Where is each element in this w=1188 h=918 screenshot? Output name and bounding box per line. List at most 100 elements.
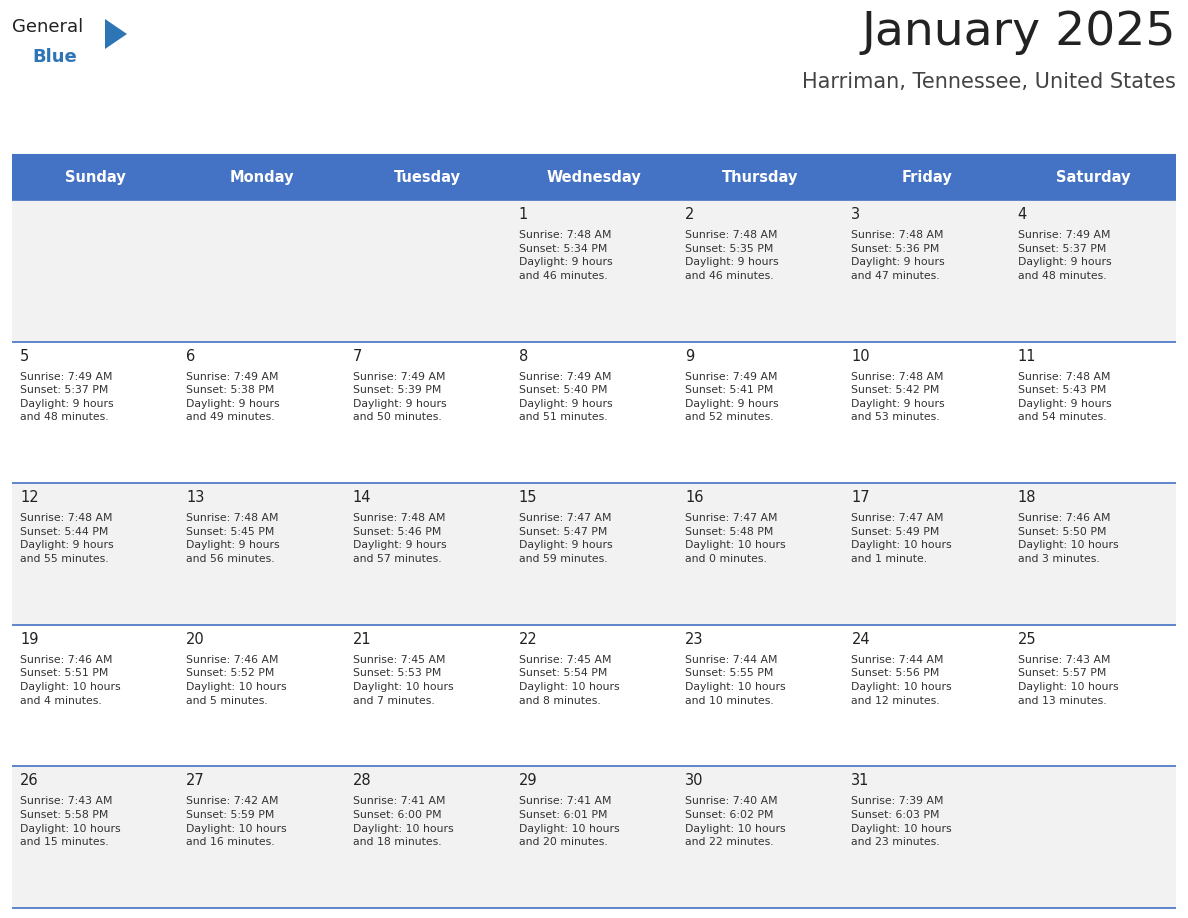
Bar [345,767,511,908]
Bar [1010,341,1176,483]
Text: Sunrise: 7:46 AM
Sunset: 5:50 PM
Daylight: 10 hours
and 3 minutes.: Sunrise: 7:46 AM Sunset: 5:50 PM Dayligh… [1018,513,1118,564]
Text: 14: 14 [353,490,371,505]
Text: Sunrise: 7:44 AM
Sunset: 5:56 PM
Daylight: 10 hours
and 12 minutes.: Sunrise: 7:44 AM Sunset: 5:56 PM Dayligh… [852,655,952,706]
Text: 19: 19 [20,632,38,647]
Text: Sunrise: 7:48 AM
Sunset: 5:35 PM
Daylight: 9 hours
and 46 minutes.: Sunrise: 7:48 AM Sunset: 5:35 PM Dayligh… [685,230,779,281]
Text: Thursday: Thursday [722,170,798,185]
Text: Sunrise: 7:49 AM
Sunset: 5:41 PM
Daylight: 9 hours
and 52 minutes.: Sunrise: 7:49 AM Sunset: 5:41 PM Dayligh… [685,372,779,422]
Text: Sunrise: 7:49 AM
Sunset: 5:39 PM
Daylight: 9 hours
and 50 minutes.: Sunrise: 7:49 AM Sunset: 5:39 PM Dayligh… [353,372,447,422]
Text: 23: 23 [685,632,703,647]
Bar [345,625,511,767]
Text: 10: 10 [852,349,870,364]
Text: Sunrise: 7:48 AM
Sunset: 5:43 PM
Daylight: 9 hours
and 54 minutes.: Sunrise: 7:48 AM Sunset: 5:43 PM Dayligh… [1018,372,1111,422]
Bar [843,341,1010,483]
Text: Sunrise: 7:49 AM
Sunset: 5:38 PM
Daylight: 9 hours
and 49 minutes.: Sunrise: 7:49 AM Sunset: 5:38 PM Dayligh… [187,372,280,422]
Bar [178,155,345,200]
Bar [511,625,677,767]
Text: Sunrise: 7:49 AM
Sunset: 5:40 PM
Daylight: 9 hours
and 51 minutes.: Sunrise: 7:49 AM Sunset: 5:40 PM Dayligh… [519,372,613,422]
Bar [1010,625,1176,767]
Bar [677,200,843,341]
Bar [843,155,1010,200]
Text: Sunday: Sunday [65,170,126,185]
Bar [345,341,511,483]
Text: Sunrise: 7:42 AM
Sunset: 5:59 PM
Daylight: 10 hours
and 16 minutes.: Sunrise: 7:42 AM Sunset: 5:59 PM Dayligh… [187,797,287,847]
Text: 6: 6 [187,349,196,364]
Bar [178,767,345,908]
Text: 1: 1 [519,207,529,222]
Bar [12,625,178,767]
Bar [345,483,511,625]
Text: 3: 3 [852,207,860,222]
Text: 4: 4 [1018,207,1026,222]
Bar [12,483,178,625]
Text: 8: 8 [519,349,529,364]
Bar [345,155,511,200]
Bar [677,483,843,625]
Bar [677,155,843,200]
Text: 17: 17 [852,490,870,505]
Text: Sunrise: 7:48 AM
Sunset: 5:42 PM
Daylight: 9 hours
and 53 minutes.: Sunrise: 7:48 AM Sunset: 5:42 PM Dayligh… [852,372,944,422]
Text: 24: 24 [852,632,870,647]
Bar [843,483,1010,625]
Text: 20: 20 [187,632,206,647]
Text: 28: 28 [353,773,371,789]
Bar [677,625,843,767]
Text: 15: 15 [519,490,537,505]
Bar [178,483,345,625]
Text: Blue: Blue [32,48,77,66]
Text: Sunrise: 7:45 AM
Sunset: 5:54 PM
Daylight: 10 hours
and 8 minutes.: Sunrise: 7:45 AM Sunset: 5:54 PM Dayligh… [519,655,619,706]
Bar [1010,200,1176,341]
Text: 25: 25 [1018,632,1036,647]
Bar [511,341,677,483]
Text: 13: 13 [187,490,204,505]
Text: 9: 9 [685,349,695,364]
Text: 22: 22 [519,632,538,647]
Text: Sunrise: 7:48 AM
Sunset: 5:44 PM
Daylight: 9 hours
and 55 minutes.: Sunrise: 7:48 AM Sunset: 5:44 PM Dayligh… [20,513,114,564]
Bar [511,200,677,341]
Text: January 2025: January 2025 [861,10,1176,55]
Text: 11: 11 [1018,349,1036,364]
Text: Sunrise: 7:44 AM
Sunset: 5:55 PM
Daylight: 10 hours
and 10 minutes.: Sunrise: 7:44 AM Sunset: 5:55 PM Dayligh… [685,655,785,706]
Text: 16: 16 [685,490,703,505]
Text: 29: 29 [519,773,537,789]
Text: Sunrise: 7:49 AM
Sunset: 5:37 PM
Daylight: 9 hours
and 48 minutes.: Sunrise: 7:49 AM Sunset: 5:37 PM Dayligh… [20,372,114,422]
Text: Friday: Friday [902,170,952,185]
Text: 26: 26 [20,773,39,789]
Text: 30: 30 [685,773,703,789]
Text: Sunrise: 7:46 AM
Sunset: 5:51 PM
Daylight: 10 hours
and 4 minutes.: Sunrise: 7:46 AM Sunset: 5:51 PM Dayligh… [20,655,121,706]
Bar [843,625,1010,767]
Text: Sunrise: 7:43 AM
Sunset: 5:58 PM
Daylight: 10 hours
and 15 minutes.: Sunrise: 7:43 AM Sunset: 5:58 PM Dayligh… [20,797,121,847]
Text: 27: 27 [187,773,206,789]
Polygon shape [105,19,127,49]
Bar [12,767,178,908]
Bar [511,767,677,908]
Text: Sunrise: 7:40 AM
Sunset: 6:02 PM
Daylight: 10 hours
and 22 minutes.: Sunrise: 7:40 AM Sunset: 6:02 PM Dayligh… [685,797,785,847]
Text: Sunrise: 7:46 AM
Sunset: 5:52 PM
Daylight: 10 hours
and 5 minutes.: Sunrise: 7:46 AM Sunset: 5:52 PM Dayligh… [187,655,287,706]
Text: Sunrise: 7:47 AM
Sunset: 5:49 PM
Daylight: 10 hours
and 1 minute.: Sunrise: 7:47 AM Sunset: 5:49 PM Dayligh… [852,513,952,564]
Bar [12,341,178,483]
Text: General: General [12,18,83,36]
Text: Monday: Monday [229,170,293,185]
Text: Sunrise: 7:48 AM
Sunset: 5:45 PM
Daylight: 9 hours
and 56 minutes.: Sunrise: 7:48 AM Sunset: 5:45 PM Dayligh… [187,513,280,564]
Text: Sunrise: 7:41 AM
Sunset: 6:01 PM
Daylight: 10 hours
and 20 minutes.: Sunrise: 7:41 AM Sunset: 6:01 PM Dayligh… [519,797,619,847]
Text: 21: 21 [353,632,371,647]
Text: Sunrise: 7:47 AM
Sunset: 5:48 PM
Daylight: 10 hours
and 0 minutes.: Sunrise: 7:47 AM Sunset: 5:48 PM Dayligh… [685,513,785,564]
Bar [1010,767,1176,908]
Text: Harriman, Tennessee, United States: Harriman, Tennessee, United States [802,72,1176,92]
Text: Sunrise: 7:49 AM
Sunset: 5:37 PM
Daylight: 9 hours
and 48 minutes.: Sunrise: 7:49 AM Sunset: 5:37 PM Dayligh… [1018,230,1111,281]
Bar [178,341,345,483]
Bar [178,200,345,341]
Bar [677,341,843,483]
Bar [345,200,511,341]
Text: Sunrise: 7:47 AM
Sunset: 5:47 PM
Daylight: 9 hours
and 59 minutes.: Sunrise: 7:47 AM Sunset: 5:47 PM Dayligh… [519,513,613,564]
Text: 12: 12 [20,490,39,505]
Bar [843,200,1010,341]
Text: Sunrise: 7:48 AM
Sunset: 5:34 PM
Daylight: 9 hours
and 46 minutes.: Sunrise: 7:48 AM Sunset: 5:34 PM Dayligh… [519,230,613,281]
Text: Tuesday: Tuesday [394,170,461,185]
Text: Sunrise: 7:41 AM
Sunset: 6:00 PM
Daylight: 10 hours
and 18 minutes.: Sunrise: 7:41 AM Sunset: 6:00 PM Dayligh… [353,797,453,847]
Bar [178,625,345,767]
Bar [511,483,677,625]
Text: 31: 31 [852,773,870,789]
Text: Sunrise: 7:48 AM
Sunset: 5:36 PM
Daylight: 9 hours
and 47 minutes.: Sunrise: 7:48 AM Sunset: 5:36 PM Dayligh… [852,230,944,281]
Text: Sunrise: 7:39 AM
Sunset: 6:03 PM
Daylight: 10 hours
and 23 minutes.: Sunrise: 7:39 AM Sunset: 6:03 PM Dayligh… [852,797,952,847]
